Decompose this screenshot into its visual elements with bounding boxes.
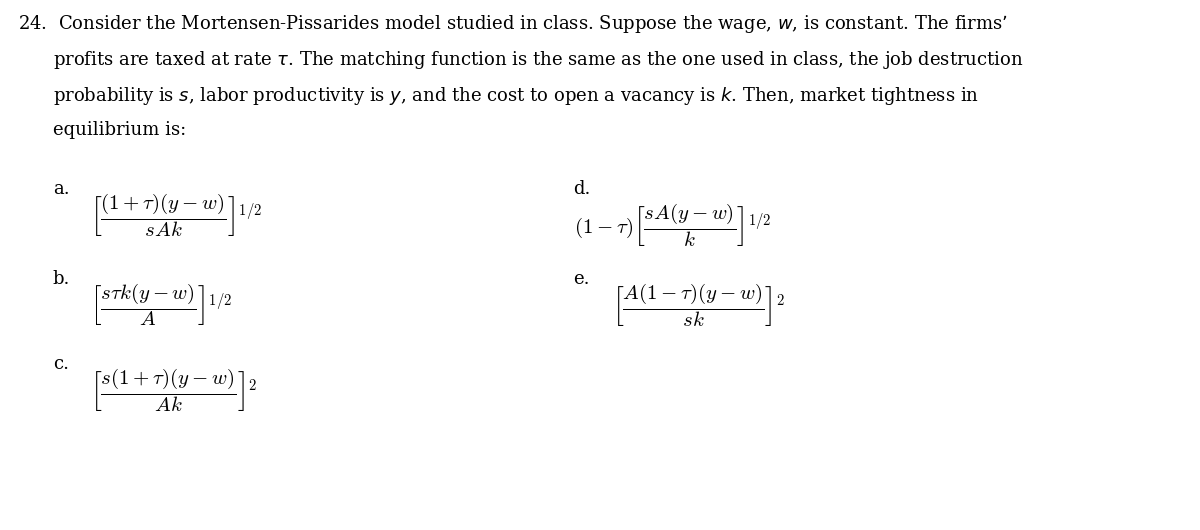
Text: probability is $s$, labor productivity is $y$, and the cost to open a vacancy is: probability is $s$, labor productivity i…: [53, 85, 979, 107]
Text: $\left[\dfrac{(1+\tau)(y-w)}{sAk}\right]^{1/2}$: $\left[\dfrac{(1+\tau)(y-w)}{sAk}\right]…: [90, 192, 262, 240]
Text: e.: e.: [574, 270, 590, 288]
Text: profits are taxed at rate $\tau$. The matching function is the same as the one u: profits are taxed at rate $\tau$. The ma…: [53, 49, 1024, 71]
Text: $\left[\dfrac{s\tau k(y-w)}{A}\right]^{1/2}$: $\left[\dfrac{s\tau k(y-w)}{A}\right]^{1…: [90, 282, 232, 329]
Text: $\left[\dfrac{s(1+\tau)(y-w)}{Ak}\right]^{2}$: $\left[\dfrac{s(1+\tau)(y-w)}{Ak}\right]…: [90, 367, 257, 414]
Text: $(1-\tau)\left[\dfrac{sA(y-w)}{k}\right]^{1/2}$: $(1-\tau)\left[\dfrac{sA(y-w)}{k}\right]…: [574, 201, 772, 249]
Text: c.: c.: [53, 355, 68, 373]
Text: d.: d.: [574, 180, 590, 198]
Text: $\left[\dfrac{A(1-\tau)(y-w)}{sk}\right]^{2}$: $\left[\dfrac{A(1-\tau)(y-w)}{sk}\right]…: [612, 282, 785, 330]
Text: a.: a.: [53, 180, 70, 198]
Text: equilibrium is:: equilibrium is:: [53, 121, 186, 139]
Text: 24.  Consider the Mortensen-Pissarides model studied in class. Suppose the wage,: 24. Consider the Mortensen-Pissarides mo…: [18, 13, 1008, 36]
Text: b.: b.: [53, 270, 70, 288]
